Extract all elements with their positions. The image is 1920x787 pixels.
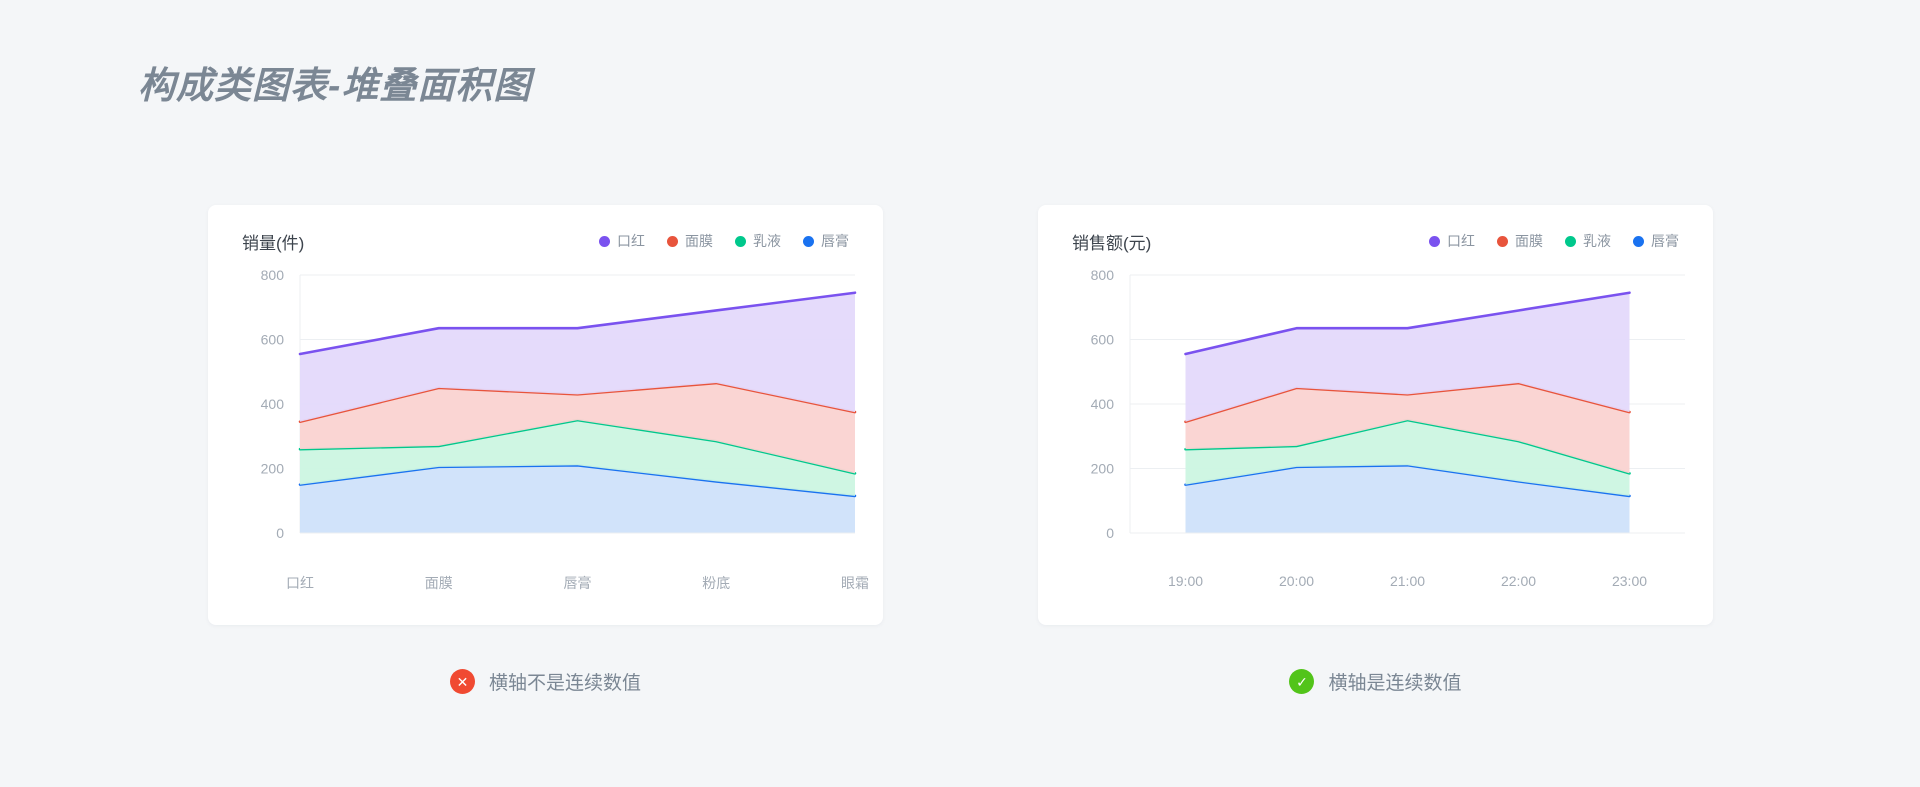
area-fill-口红[interactable]	[300, 292, 855, 422]
stacked-area-chart-left[interactable]: 0 200 400 600 800	[208, 267, 883, 567]
sales-amount-card: 销售额(元) 口红 面膜 乳液 唇膏	[1038, 205, 1713, 625]
plot-area-left[interactable]: 0 200 400 600 800	[208, 267, 883, 567]
legend-item-kouhong-right[interactable]: 口红	[1429, 231, 1475, 251]
x-tick-label: 19:00	[1167, 573, 1204, 589]
y-tick-label: 600	[1091, 332, 1115, 348]
legend-item-chungao-right[interactable]: 唇膏	[1633, 231, 1679, 251]
chart-title-left: 销量(件)	[242, 233, 305, 253]
x-axis-labels-left: 口红 面膜 唇膏 粉底 眼霜	[208, 573, 883, 595]
success-glyph: ✓	[1296, 673, 1308, 690]
area-fill-乳液[interactable]	[1185, 420, 1630, 496]
area-line-口红[interactable]	[1184, 291, 1631, 356]
area-fill-乳液[interactable]	[300, 420, 855, 496]
stacked-area-chart-right[interactable]: 0 200 400 600 800	[1038, 267, 1713, 567]
area-line-口红[interactable]	[298, 291, 857, 356]
legend-dot-icon	[803, 235, 814, 247]
x-tick-label: 粉底	[702, 575, 731, 591]
page-title: 构成类图表-堆叠面积图	[138, 65, 532, 106]
legend-dot-icon	[599, 235, 610, 247]
x-tick-label: 21:00	[1389, 573, 1426, 589]
legend-item-chungao-left[interactable]: 唇膏	[803, 231, 849, 251]
caption-text-right: 横轴是连续数值	[1328, 673, 1462, 694]
y-tick-label: 200	[1091, 461, 1115, 477]
legend-label: 口红	[1447, 233, 1475, 249]
legend-dot-icon	[1497, 235, 1508, 247]
y-tick-label: 600	[261, 332, 285, 348]
legend-dot-icon	[667, 235, 678, 247]
legend-label: 面膜	[685, 233, 713, 249]
legend-item-ruye-right[interactable]: 乳液	[1565, 231, 1611, 251]
success-circle-icon: ✓	[1289, 669, 1315, 694]
x-tick-label: 面膜	[424, 575, 453, 591]
legend-label: 面膜	[1515, 233, 1543, 249]
chart-header-right: 销售额(元) 口红 面膜 乳液 唇膏	[1038, 227, 1713, 255]
x-tick-label: 唇膏	[563, 575, 592, 591]
error-circle-icon: ✕	[449, 669, 475, 694]
x-tick-label: 口红	[286, 575, 314, 591]
chart-header-left: 销量(件) 口红 面膜 乳液 唇膏	[208, 227, 883, 255]
legend-item-mianmo-right[interactable]: 面膜	[1497, 231, 1543, 251]
x-tick-label: 23:00	[1611, 573, 1648, 589]
y-tick-label: 800	[1091, 267, 1115, 283]
area-fill-口红[interactable]	[1185, 292, 1630, 422]
error-glyph: ✕	[456, 673, 469, 690]
legend-label: 唇膏	[821, 233, 849, 249]
x-tick-label: 22:00	[1500, 573, 1537, 589]
x-axis-labels-right: 19:00 20:00 21:00 22:00 23:00	[1038, 573, 1713, 595]
caption-text-left: 横轴不是连续数值	[488, 673, 641, 694]
legend-dot-icon	[735, 235, 746, 247]
chart-legend-left: 口红 面膜 乳液 唇膏	[599, 231, 849, 251]
y-tick-label: 400	[1091, 396, 1115, 412]
chart-title-right: 销售额(元)	[1072, 233, 1152, 253]
chart-legend-right: 口红 面膜 乳液 唇膏	[1429, 231, 1679, 251]
x-tick-label: 20:00	[1278, 573, 1315, 589]
plot-area-right[interactable]: 0 200 400 600 800	[1038, 267, 1713, 567]
legend-label: 乳液	[1583, 233, 1611, 249]
y-tick-label: 400	[261, 396, 285, 412]
caption-right: ✓ 横轴是连续数值	[1038, 668, 1713, 695]
sales-volume-card: 销量(件) 口红 面膜 乳液 唇膏	[208, 205, 883, 625]
y-tick-label: 200	[261, 461, 285, 477]
y-tick-label: 0	[1106, 525, 1114, 541]
legend-dot-icon	[1565, 235, 1576, 247]
y-tick-label: 800	[261, 267, 285, 283]
legend-label: 口红	[617, 233, 645, 249]
legend-item-ruye-left[interactable]: 乳液	[735, 231, 781, 251]
legend-dot-icon	[1633, 235, 1644, 247]
legend-label: 乳液	[753, 233, 781, 249]
y-tick-label: 0	[276, 525, 284, 541]
legend-label: 唇膏	[1651, 233, 1679, 249]
area-fill-面膜[interactable]	[1185, 383, 1630, 474]
area-fill-面膜[interactable]	[300, 383, 855, 474]
legend-item-kouhong-left[interactable]: 口红	[599, 231, 645, 251]
legend-item-mianmo-left[interactable]: 面膜	[667, 231, 713, 251]
caption-left: ✕ 横轴不是连续数值	[208, 668, 883, 695]
legend-dot-icon	[1429, 235, 1440, 247]
x-tick-label: 眼霜	[841, 575, 869, 591]
